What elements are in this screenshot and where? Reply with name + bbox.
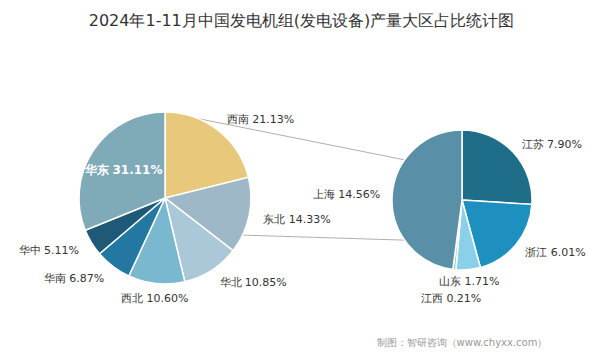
- slice-labels: 江苏7.90% 浙江 6.01% 山东1.71% 江西0.21% 上海14.56%: [313, 138, 586, 305]
- slice-category: 华东: [84, 163, 109, 177]
- slice-value: 14.56%: [338, 188, 380, 201]
- slice-value: 21.13%: [252, 113, 294, 126]
- slice-value: 1.71%: [464, 275, 499, 288]
- slice-category: 西北: [121, 292, 143, 305]
- pie: [392, 130, 532, 270]
- slice-value: 14.33%: [289, 213, 331, 226]
- slice-category: 华南: [44, 272, 66, 285]
- slice-labels: 西南21.13%东北14.33%华北10.85%西北10.60%华南6.87%华…: [19, 113, 331, 305]
- pie-slice: [392, 130, 462, 269]
- slice-category: 浙江: [525, 246, 547, 259]
- slice-value: 31.11%: [112, 163, 162, 177]
- slice-category: 江西: [421, 292, 443, 305]
- slice-value: 7.90%: [547, 138, 582, 151]
- slice-category: 上海: [313, 188, 335, 201]
- slice-value: 6.01%: [551, 246, 586, 259]
- slice-label: 西北 10.60%: [121, 292, 188, 305]
- slice-category: 山东: [439, 275, 461, 288]
- slice-label: 华东31.11%: [84, 163, 163, 177]
- slice-value: 10.60%: [147, 292, 189, 305]
- slice-label: 东北 14.33%: [263, 213, 330, 226]
- slice-category: 西南: [227, 113, 249, 126]
- chart-title: 2024年1-11月中国发电机组(发电设备)产量大区占比统计图: [89, 11, 515, 30]
- slice-label: 华北10.85%: [220, 276, 287, 289]
- slice-value: 0.21%: [446, 292, 481, 305]
- slice-label: 华南6.87%: [44, 272, 104, 285]
- pie: [79, 112, 251, 284]
- slice-category: 华北: [220, 276, 242, 289]
- slice-value: 6.87%: [69, 272, 104, 285]
- slice-category: 江苏: [522, 138, 544, 151]
- slice-value: 5.11%: [44, 244, 79, 257]
- slice-label: 华中5.11%: [19, 244, 79, 257]
- chart: 西南21.13%东北14.33%华北10.85%西北10.60%华南6.87%华…: [0, 0, 603, 356]
- slice-label: 江西0.21%: [421, 292, 481, 305]
- annotation: 制图：智研咨询（www.chyxx.com）: [377, 337, 548, 348]
- slice-label: 江苏7.90%: [522, 138, 582, 151]
- slice-label: 浙江 6.01%: [525, 246, 585, 259]
- slice-value: 10.85%: [245, 276, 287, 289]
- slice-label: 山东1.71%: [439, 275, 499, 288]
- slice-category: 华中: [19, 244, 41, 257]
- slice-label: 西南21.13%: [227, 113, 294, 126]
- slice-category: 东北: [263, 213, 285, 226]
- pie-slice: [79, 112, 165, 230]
- slice-label: 上海14.56%: [313, 188, 380, 201]
